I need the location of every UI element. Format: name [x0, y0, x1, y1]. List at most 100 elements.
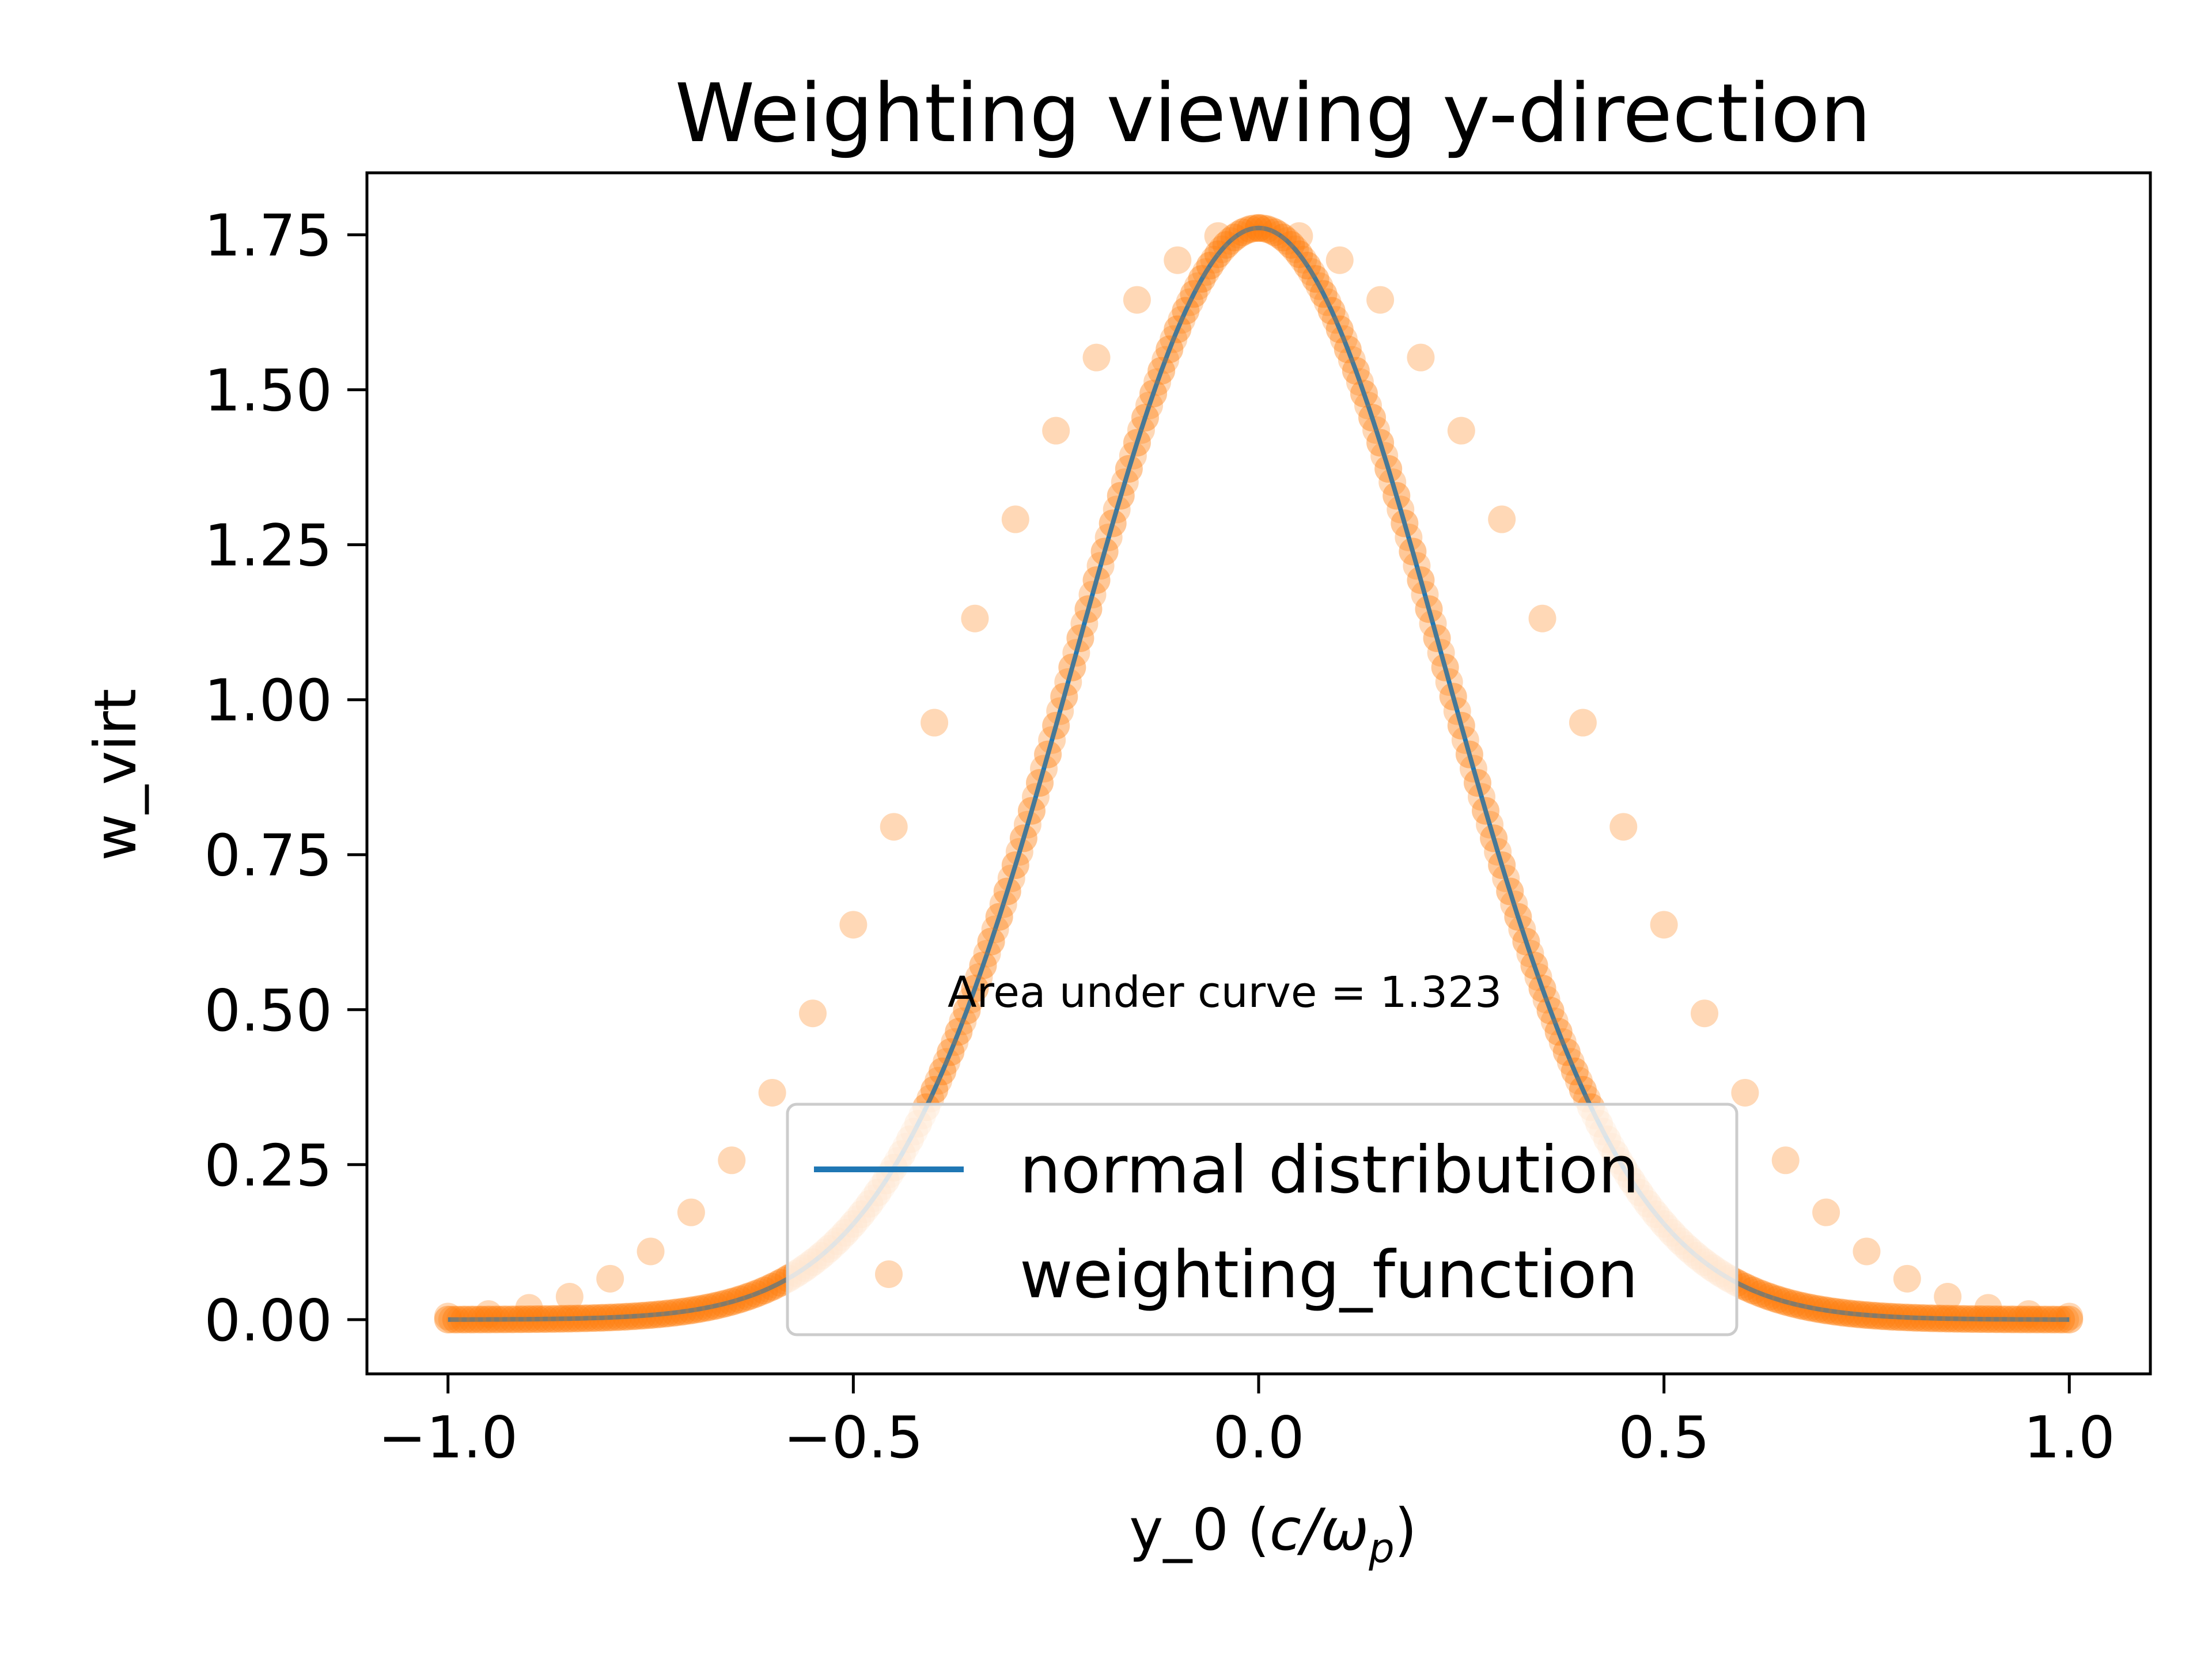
scatter-point: [921, 1075, 949, 1104]
scatter-point: [442, 1305, 470, 1334]
scatter-point: [1942, 1305, 1970, 1333]
scatter-point: [1828, 1298, 1857, 1327]
scatter-point: [571, 1304, 600, 1332]
scatter-point: [1309, 280, 1338, 308]
legend-label-weighting-function: weighting_function: [1020, 1237, 1638, 1313]
legend-marker-swatch: [875, 1260, 903, 1288]
scatter-point: [799, 999, 827, 1028]
scatter-point: [750, 1277, 778, 1305]
scatter-point: [1869, 1302, 1897, 1330]
scatter-point: [1228, 218, 1256, 247]
scatter-point: [1472, 797, 1500, 825]
scatter-point: [1974, 1294, 2002, 1322]
scatter-point: [1861, 1302, 1889, 1330]
scatter-point: [1374, 454, 1403, 483]
scatter-point: [1893, 1264, 1921, 1293]
scatter-point: [1431, 653, 1459, 681]
scatter-point: [1285, 240, 1313, 268]
scatter-point: [1350, 380, 1378, 408]
scatter-point: [1934, 1283, 1962, 1311]
scatter-point: [1779, 1290, 1808, 1318]
y-tick-label: 1.75: [204, 202, 332, 270]
scatter-point: [1188, 265, 1216, 293]
scatter-point: [969, 952, 997, 980]
scatter-point: [450, 1305, 478, 1334]
scatter-point: [1156, 335, 1184, 363]
scatter-point: [839, 911, 868, 939]
scatter-point: [588, 1304, 616, 1332]
scatter-point: [1001, 505, 1029, 533]
y-tick-label: 1.50: [204, 357, 332, 425]
scatter-point: [1447, 711, 1475, 740]
scatter-point: [1455, 740, 1483, 768]
scatter-point: [1926, 1304, 1954, 1332]
scatter-point: [1317, 297, 1346, 325]
y-tick-label: 0.75: [204, 822, 332, 889]
scatter-point: [1447, 416, 1475, 445]
scatter-point: [1974, 1305, 2002, 1334]
scatter-point: [1220, 224, 1248, 252]
scatter-point: [1488, 851, 1516, 879]
scatter-point: [1334, 335, 1362, 363]
x-axis-label-subscript: p: [1368, 1525, 1394, 1572]
scatter-point: [1731, 1078, 1759, 1107]
scatter-point: [1463, 769, 1491, 797]
scatter-point: [921, 709, 949, 737]
scatter-point: [1982, 1305, 2010, 1334]
scatter-point: [547, 1305, 575, 1333]
scatter-point: [1277, 231, 1305, 259]
scatter-point: [555, 1305, 584, 1333]
scatter-point: [880, 813, 908, 841]
scatter-point: [1066, 624, 1094, 652]
chart-title: Weighting viewing y-direction: [675, 67, 1872, 161]
scatter-point: [961, 604, 989, 632]
x-tick-label: −1.0: [378, 1404, 518, 1471]
y-tick-label: 0.25: [204, 1132, 332, 1199]
scatter-point: [702, 1291, 730, 1320]
scatter-point: [1844, 1300, 1873, 1328]
scatter-point: [434, 1305, 462, 1334]
scatter-point: [669, 1297, 697, 1325]
scatter-point: [1180, 280, 1208, 308]
scatter-point: [1609, 813, 1638, 841]
scatter-point: [1439, 683, 1467, 711]
scatter-point: [2022, 1305, 2051, 1334]
scatter-point: [1853, 1237, 1881, 1266]
scatter-point: [1909, 1304, 1937, 1332]
scatter-point: [1236, 215, 1264, 243]
scatter-point: [677, 1296, 705, 1324]
scatter-point: [1771, 1287, 1800, 1316]
scatter-point: [1366, 286, 1395, 314]
scatter-point: [1934, 1305, 1962, 1333]
scatter-point: [985, 903, 1013, 931]
x-axis-label-text: y_0 (: [1129, 1496, 1270, 1563]
scatter-point: [475, 1305, 503, 1334]
scatter-point: [1082, 343, 1111, 372]
scatter-point: [1528, 604, 1556, 632]
scatter-point: [1820, 1297, 1849, 1325]
scatter-point: [1771, 1146, 1800, 1175]
scatter-point: [1739, 1277, 1767, 1305]
scatter-point: [1245, 214, 1272, 242]
y-tick-label: 1.00: [204, 667, 332, 734]
scatter-point: [961, 974, 989, 1002]
scatter-point: [1407, 343, 1435, 372]
scatter-point: [1293, 252, 1321, 280]
scatter-point: [2006, 1305, 2035, 1334]
scatter-point: [1560, 1057, 1589, 1085]
scatter-point: [1812, 1198, 1840, 1226]
scatter-point: [531, 1305, 559, 1333]
scatter-point: [523, 1305, 551, 1333]
series-line-normal-distribution: [448, 225, 2070, 1322]
scatter-point: [1131, 404, 1159, 432]
scatter-point: [1058, 653, 1086, 681]
scatter-point: [1196, 252, 1224, 280]
scatter-point: [2031, 1305, 2059, 1334]
scatter-point: [1885, 1303, 1913, 1331]
scatter-point: [1358, 404, 1387, 432]
scatter-point: [1034, 740, 1062, 768]
scatter-point: [1172, 297, 1200, 325]
scatter-point: [677, 1198, 705, 1226]
